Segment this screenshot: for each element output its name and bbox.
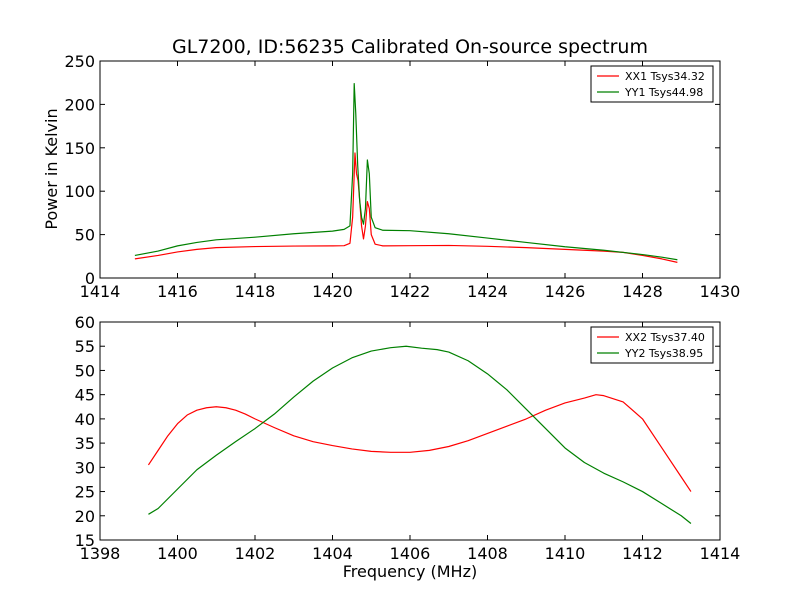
top-legend-entry-2: YY1 Tsys44.98 — [624, 86, 703, 99]
top-x-tick-label: 1416 — [157, 282, 198, 301]
bottom-y-tick-label: 50 — [75, 361, 95, 380]
bottom-x-tick-label: 1412 — [622, 544, 663, 563]
top-x-tick-label: 1426 — [545, 282, 586, 301]
bottom-y-tick-label: 15 — [75, 531, 95, 550]
bottom-series-line-2 — [148, 345, 692, 524]
bottom-y-tick-label: 45 — [75, 386, 95, 405]
bottom-legend: XX2 Tsys37.40 YY2 Tsys38.95 — [590, 326, 714, 364]
bottom-x-tick-label: 1400 — [157, 544, 198, 563]
bottom-x-tick-label: 1406 — [390, 544, 431, 563]
top-series-line-1 — [134, 152, 678, 263]
bottom-legend-entry-1: XX2 Tsys37.40 — [625, 331, 705, 344]
top-x-tick-label: 1418 — [235, 282, 276, 301]
top-legend-box — [590, 65, 714, 103]
bottom-series-line-1 — [147, 394, 692, 492]
top-x-tick-label: 1422 — [390, 282, 431, 301]
bottom-y-tick-label: 55 — [75, 337, 95, 356]
top-x-tick-label: 1428 — [622, 282, 663, 301]
top-legend: XX1 Tsys34.32 YY1 Tsys44.98 — [590, 65, 714, 103]
top-series-line-2 — [134, 82, 678, 261]
top-y-tick-label: 50 — [75, 226, 95, 245]
bottom-y-tick-label: 35 — [75, 434, 95, 453]
chart-title: GL7200, ID:56235 Calibrated On-source sp… — [172, 36, 648, 58]
bottom-y-tick-label: 30 — [75, 458, 95, 477]
bottom-x-tick-label: 1404 — [312, 544, 353, 563]
bottom-legend-entry-2: YY2 Tsys38.95 — [624, 347, 703, 360]
bottom-plot: 1398 1400 1402 1404 1406 1408 1410 1412 1414 15 20… — [75, 313, 741, 563]
top-x-tick-label: 1420 — [312, 282, 353, 301]
top-y-tick-label: 250 — [64, 52, 95, 71]
bottom-x-axis-label: Frequency (MHz) — [343, 562, 477, 581]
top-x-tick-label: 1424 — [467, 282, 508, 301]
top-y-tick-label: 0 — [85, 269, 95, 288]
top-y-axis-label: Power in Kelvin — [42, 108, 61, 229]
bottom-x-tick-label: 1398 — [80, 544, 121, 563]
bottom-x-tick-label: 1408 — [467, 544, 508, 563]
bottom-legend-box — [590, 326, 714, 364]
bottom-x-tick-label: 1402 — [235, 544, 276, 563]
top-plot: 1414 1416 1418 1420 1422 1424 1426 1428 1430 0 50 1… — [64, 52, 740, 301]
top-x-tick-label: 1414 — [80, 282, 121, 301]
bottom-y-tick-label: 25 — [75, 483, 95, 502]
top-y-tick-label: 100 — [64, 182, 95, 201]
top-x-tick-label: 1430 — [700, 282, 741, 301]
bottom-y-tick-label: 20 — [75, 507, 95, 526]
top-legend-entry-1: XX1 Tsys34.32 — [625, 70, 705, 83]
top-y-tick-label: 150 — [64, 139, 95, 158]
top-y-tick-label: 200 — [64, 95, 95, 114]
bottom-y-tick-label: 60 — [75, 313, 95, 332]
bottom-x-tick-label: 1414 — [700, 544, 741, 563]
bottom-y-tick-label: 40 — [75, 410, 95, 429]
bottom-x-tick-label: 1410 — [545, 544, 586, 563]
